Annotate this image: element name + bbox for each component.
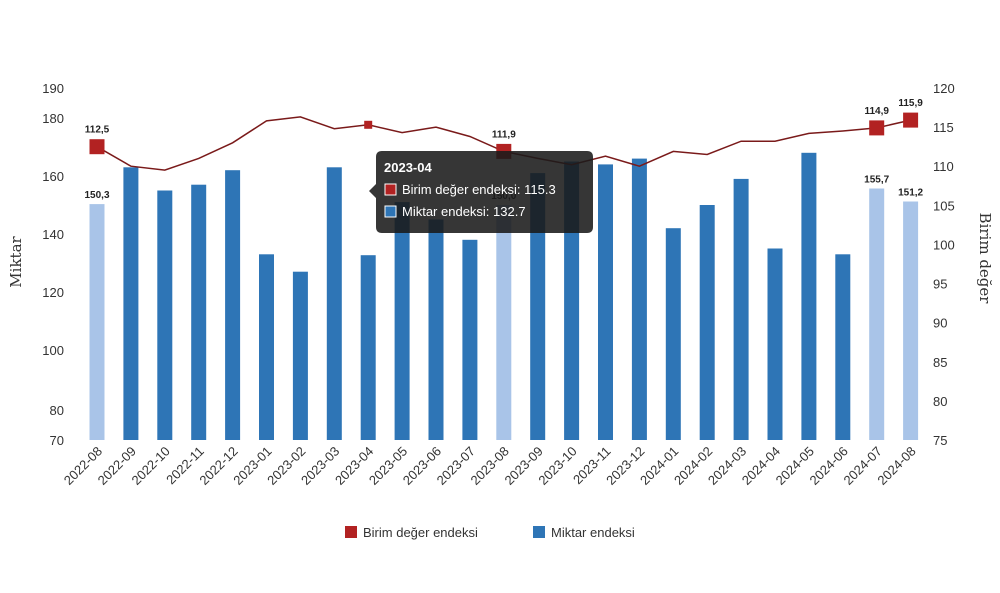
x-tick-2023-10: 2023-10 <box>535 444 579 488</box>
y-right-tick-105: 105 <box>933 198 955 213</box>
marker-birim-deger-2023-04 <box>364 120 373 129</box>
y-left-tick-160: 160 <box>42 169 64 184</box>
tooltip-row-miktar: Miktar endeksi: 132.7 <box>402 204 526 219</box>
legend-swatch-miktar <box>533 526 545 538</box>
y-right-tick-80: 80 <box>933 394 947 409</box>
label-birim-deger-2024-07: 114,9 <box>864 106 889 117</box>
y-left-tick-140: 140 <box>42 227 64 242</box>
y-left-tick-180: 180 <box>42 111 64 126</box>
x-tick-2022-10: 2022-10 <box>129 444 173 488</box>
bar-miktar-2024-04 <box>767 248 783 440</box>
y-left-tick-80: 80 <box>50 403 64 418</box>
y-right-tick-85: 85 <box>933 355 947 370</box>
y-left-tick-100: 100 <box>42 343 64 358</box>
label-birim-deger-2022-08: 112,5 <box>85 125 110 136</box>
label-miktar-2024-07: 155,7 <box>864 175 889 186</box>
bar-miktar-2023-04 <box>360 255 376 440</box>
bar-miktar-2023-08 <box>496 205 512 440</box>
label-miktar-2024-08: 151,2 <box>898 188 923 199</box>
y-axis-right-title: Birim değer <box>976 213 994 305</box>
y-right-tick-100: 100 <box>933 237 955 252</box>
y-right-tick-75: 75 <box>933 433 947 448</box>
x-tick-2024-08: 2024-08 <box>874 444 918 488</box>
legend-label-birim-deger: Birim değer endeksi <box>363 525 478 540</box>
bar-miktar-2023-09 <box>530 173 546 440</box>
tooltip-swatch-birim-deger <box>384 183 397 196</box>
bar-miktar-2023-06 <box>428 219 444 440</box>
y-left-tick-120: 120 <box>42 285 64 300</box>
y-left-tick-70: 70 <box>50 433 64 448</box>
bar-miktar-2022-12 <box>225 170 241 440</box>
bar-miktar-2024-02 <box>699 205 715 440</box>
bar-miktar-2024-07 <box>869 188 885 440</box>
bar-miktar-2023-07 <box>462 239 478 440</box>
bar-miktar-2022-11 <box>191 184 207 440</box>
bar-miktar-2024-05 <box>801 152 817 441</box>
legend-swatch-birim-deger <box>345 526 357 538</box>
bar-miktar-2023-02 <box>292 271 308 440</box>
marker-birim-deger-2022-08 <box>89 139 105 155</box>
label-birim-deger-2024-08: 115,9 <box>898 98 923 109</box>
y-right-tick-120: 120 <box>933 81 955 96</box>
bar-miktar-2024-01 <box>665 228 681 440</box>
bar-miktar-2023-03 <box>326 167 342 441</box>
y-right-tick-115: 115 <box>933 120 954 135</box>
label-miktar-2022-08: 150,3 <box>84 190 109 201</box>
bar-miktar-2024-03 <box>733 178 749 440</box>
bar-miktar-2024-08 <box>903 201 919 440</box>
tooltip: 2023-04 Birim değer endeksi: 115.3 Mikta… <box>369 151 593 233</box>
tooltip-row-birim-deger: Birim değer endeksi: 115.3 <box>402 182 556 197</box>
tooltip-box <box>369 151 593 233</box>
legend: Birim değer endeksi Miktar endeksi <box>345 525 635 540</box>
bar-miktar-2023-12 <box>631 158 647 440</box>
tooltip-title: 2023-04 <box>384 160 432 175</box>
y-right-tick-90: 90 <box>933 316 947 331</box>
y-left-tick-190: 190 <box>42 81 64 96</box>
bar-miktar-2023-11 <box>598 164 613 440</box>
y-right-tick-110: 110 <box>933 159 954 174</box>
bar-miktar-2023-01 <box>259 254 274 440</box>
label-birim-deger-2023-08: 111,9 <box>492 129 516 140</box>
bar-miktar-2022-08 <box>89 204 105 440</box>
bar-miktar-2023-05 <box>394 202 410 440</box>
bar-miktar-2022-10 <box>157 190 173 440</box>
legend-label-miktar: Miktar endeksi <box>551 525 635 540</box>
bar-miktar-2024-06 <box>835 254 851 440</box>
tooltip-swatch-miktar <box>384 205 397 218</box>
y-axis-left-title: Miktar <box>7 235 25 287</box>
marker-birim-deger-2024-08 <box>903 112 919 128</box>
y-right-tick-95: 95 <box>933 277 947 292</box>
bars-layer <box>89 152 919 441</box>
marker-birim-deger-2024-07 <box>869 120 885 136</box>
bar-miktar-2022-09 <box>123 167 139 441</box>
